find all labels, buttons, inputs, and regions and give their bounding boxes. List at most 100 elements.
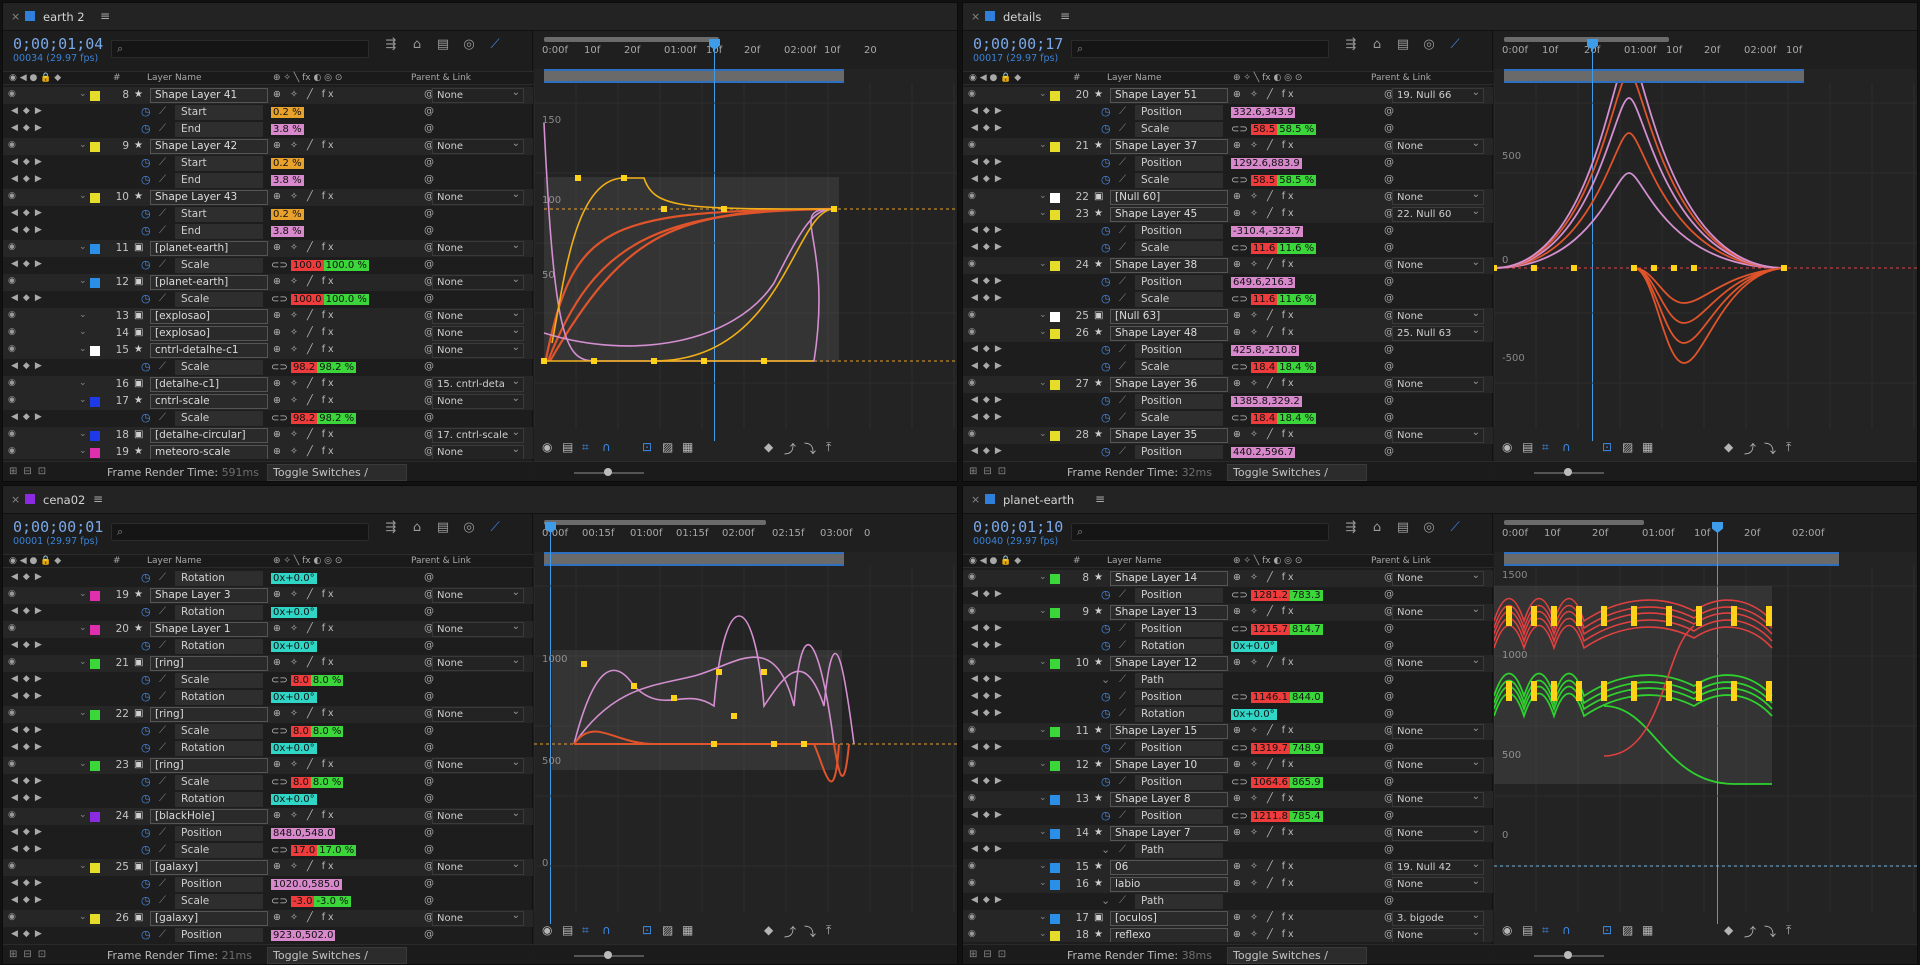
ease-out-icon[interactable]: ⤒ [826, 440, 832, 454]
stopwatch-icon[interactable]: ◷ [141, 792, 151, 805]
property-row[interactable]: ◀◆▶ ◷ ⟋ Scale ⊂⊃ -3.0 -3.0 % @ [3, 893, 533, 910]
pickwhip-icon[interactable]: @ [424, 242, 434, 253]
toggle-switches-modes-button[interactable]: Toggle Switches / Modes [267, 947, 407, 964]
pickwhip-icon[interactable]: @ [424, 327, 434, 338]
graph-icon[interactable]: ⟋ [1119, 242, 1126, 253]
value-chip[interactable]: 98.2 % [317, 413, 357, 424]
constrain-link-icon[interactable]: ⊂⊃ [1231, 692, 1251, 703]
property-row[interactable]: ◀◆▶ ◷ ⟋ Start 0.2 % @ [3, 206, 533, 223]
value-chip[interactable]: 11.6 [1250, 243, 1278, 254]
value-chip[interactable]: 1211.8 [1250, 811, 1290, 822]
stopwatch-icon[interactable]: ◷ [1101, 690, 1111, 703]
visibility-eye-icon[interactable]: ◉ [968, 827, 976, 837]
pickwhip-icon[interactable]: @ [424, 157, 434, 168]
stopwatch-icon[interactable]: ◷ [141, 605, 151, 618]
layer-name[interactable]: Shape Layer 42 [150, 139, 268, 154]
expand-chevron-icon[interactable]: ⌄ [79, 759, 87, 769]
expand-chevron-icon[interactable]: ⌄ [1039, 191, 1047, 201]
layer-name[interactable]: Shape Layer 37 [1110, 139, 1228, 154]
value-chip[interactable]: 0x+0.0° [1231, 709, 1277, 720]
snap-icon[interactable]: ∩ [602, 440, 611, 454]
layer-switches[interactable]: ⊕ ✧ ╱ fx [1233, 793, 1297, 804]
stopwatch-icon[interactable]: ◷ [141, 741, 151, 754]
pickwhip-icon[interactable]: @ [424, 810, 434, 821]
layer-row[interactable]: ◉ ⌄ 21 ★ Shape Layer 37 ⊕ ✧ ╱ fx @ None [963, 138, 1493, 155]
expand-chevron-icon[interactable]: ⌄ [79, 191, 87, 201]
visibility-eye-icon[interactable]: ◉ [968, 310, 976, 320]
layer-name[interactable]: Shape Layer 10 [1110, 758, 1228, 773]
value-chip[interactable]: 0x+0.0° [271, 573, 317, 584]
layer-name[interactable]: [explosao] [150, 326, 268, 341]
graph-icon[interactable]: ⟋ [159, 844, 166, 855]
keyframe-nav[interactable]: ◀◆▶ [11, 106, 47, 116]
search-input[interactable]: ⌕ [111, 40, 369, 58]
keyframe-nav[interactable]: ◀◆▶ [11, 895, 47, 905]
keyframe-nav[interactable]: ◀◆▶ [971, 361, 1007, 371]
layer-name[interactable]: 06 [1110, 860, 1228, 875]
pickwhip-icon[interactable]: @ [1384, 708, 1394, 719]
layer-switches[interactable]: ⊕ ✧ ╱ fx [273, 810, 337, 821]
layer-row[interactable]: ◉ ⌄ 24 ★ Shape Layer 38 ⊕ ✧ ╱ fx @ None [963, 257, 1493, 274]
draft-3d-icon[interactable]: ⌂ [1372, 37, 1382, 52]
value-chip[interactable]: 8.0 % [310, 675, 344, 686]
visibility-eye-icon[interactable]: ◉ [968, 378, 976, 388]
property-value[interactable]: ⊂⊃ 58.5 58.5 % [1231, 123, 1317, 136]
graph-icon[interactable]: ⟋ [1119, 674, 1126, 685]
layer-name[interactable]: Shape Layer 14 [1110, 571, 1228, 586]
stopwatch-icon[interactable]: ◷ [141, 775, 151, 788]
property-row[interactable]: ◀◆▶ ◷ ⟋ Position ⊂⊃ 1211.8 785.4 @ [963, 808, 1493, 825]
constrain-link-icon[interactable]: ⊂⊃ [271, 845, 291, 856]
property-value[interactable]: 1292.6,883.9 [1231, 157, 1302, 170]
property-row[interactable]: ◀◆▶ ◷ ⟋ Rotation 0x+0.0° @ [3, 740, 533, 757]
pickwhip-icon[interactable]: @ [1384, 429, 1394, 440]
property-row[interactable]: ◀◆▶ ◷ ⟋ End 3.8 % @ [3, 223, 533, 240]
keyframe-nav[interactable]: ◀◆▶ [971, 708, 1007, 718]
visibility-eye-icon[interactable]: ◉ [8, 446, 16, 456]
constrain-link-icon[interactable]: ⊂⊃ [1231, 413, 1251, 424]
panel-menu-icon[interactable]: ≡ [1060, 9, 1071, 23]
visibility-eye-icon[interactable]: ◉ [8, 89, 16, 99]
visibility-eye-icon[interactable]: ◉ [968, 929, 976, 939]
stopwatch-icon[interactable]: ◷ [1101, 411, 1111, 424]
visibility-eye-icon[interactable]: ◉ [968, 572, 976, 582]
property-row[interactable]: ◀◆▶ ◷ ⟋ Position 425.8,-210.8 @ [963, 342, 1493, 359]
pickwhip-icon[interactable]: @ [424, 929, 434, 940]
value-chip[interactable]: 0x+0.0° [271, 794, 317, 805]
visibility-eye-icon[interactable]: ◉ [968, 327, 976, 337]
expand-chevron-icon[interactable]: ⌄ [79, 310, 87, 320]
parent-dropdown[interactable]: None [1392, 877, 1484, 892]
parent-dropdown[interactable]: 22. Null 60 [1392, 207, 1484, 222]
graph-icon[interactable]: ⟋ [1119, 276, 1126, 287]
value-chip[interactable]: 0x+0.0° [1231, 641, 1277, 652]
ease-in-icon[interactable]: ⤵ [804, 925, 817, 939]
graph-editor-icon[interactable]: ⟋ [490, 37, 500, 52]
label-color[interactable] [90, 863, 100, 873]
close-icon[interactable]: × [971, 493, 981, 506]
parent-dropdown[interactable]: None [432, 88, 524, 103]
label-color[interactable] [1050, 380, 1060, 390]
value-chip[interactable]: 649.6,216.3 [1231, 277, 1296, 288]
value-chip[interactable]: 8.0 % [310, 777, 344, 788]
stopwatch-icon[interactable]: ◷ [1101, 741, 1111, 754]
keyframe-nav[interactable]: ◀◆▶ [11, 776, 47, 786]
property-value[interactable]: 0x+0.0° [1231, 708, 1277, 721]
visibility-eye-icon[interactable]: ◉ [8, 310, 16, 320]
label-color[interactable] [1050, 659, 1060, 669]
stopwatch-icon[interactable]: ◷ [141, 673, 151, 686]
keyframe-nav[interactable]: ◀◆▶ [971, 776, 1007, 786]
value-chip[interactable]: 0.2 % [271, 158, 304, 169]
property-row[interactable]: ◀◆▶ ◷ ⟋ Scale ⊂⊃ 8.0 8.0 % @ [3, 723, 533, 740]
value-chip[interactable]: 17.0 % [317, 845, 357, 856]
visibility-eye-icon[interactable]: ◉ [8, 861, 16, 871]
value-chip[interactable]: 425.8,-210.8 [1231, 345, 1300, 356]
keyframe-nav[interactable]: ◀◆▶ [971, 242, 1007, 252]
pickwhip-icon[interactable]: @ [1384, 140, 1394, 151]
layer-name[interactable]: [Null 60] [1110, 190, 1228, 205]
pickwhip-icon[interactable]: @ [1384, 742, 1394, 753]
label-color[interactable] [1050, 210, 1060, 220]
stopwatch-icon[interactable]: ◷ [141, 258, 151, 271]
label-color[interactable] [1050, 863, 1060, 873]
graph-icon[interactable]: ⟋ [159, 742, 166, 753]
shy-layers-icon[interactable]: ▤ [436, 37, 450, 52]
stopwatch-icon[interactable]: ◷ [141, 826, 151, 839]
